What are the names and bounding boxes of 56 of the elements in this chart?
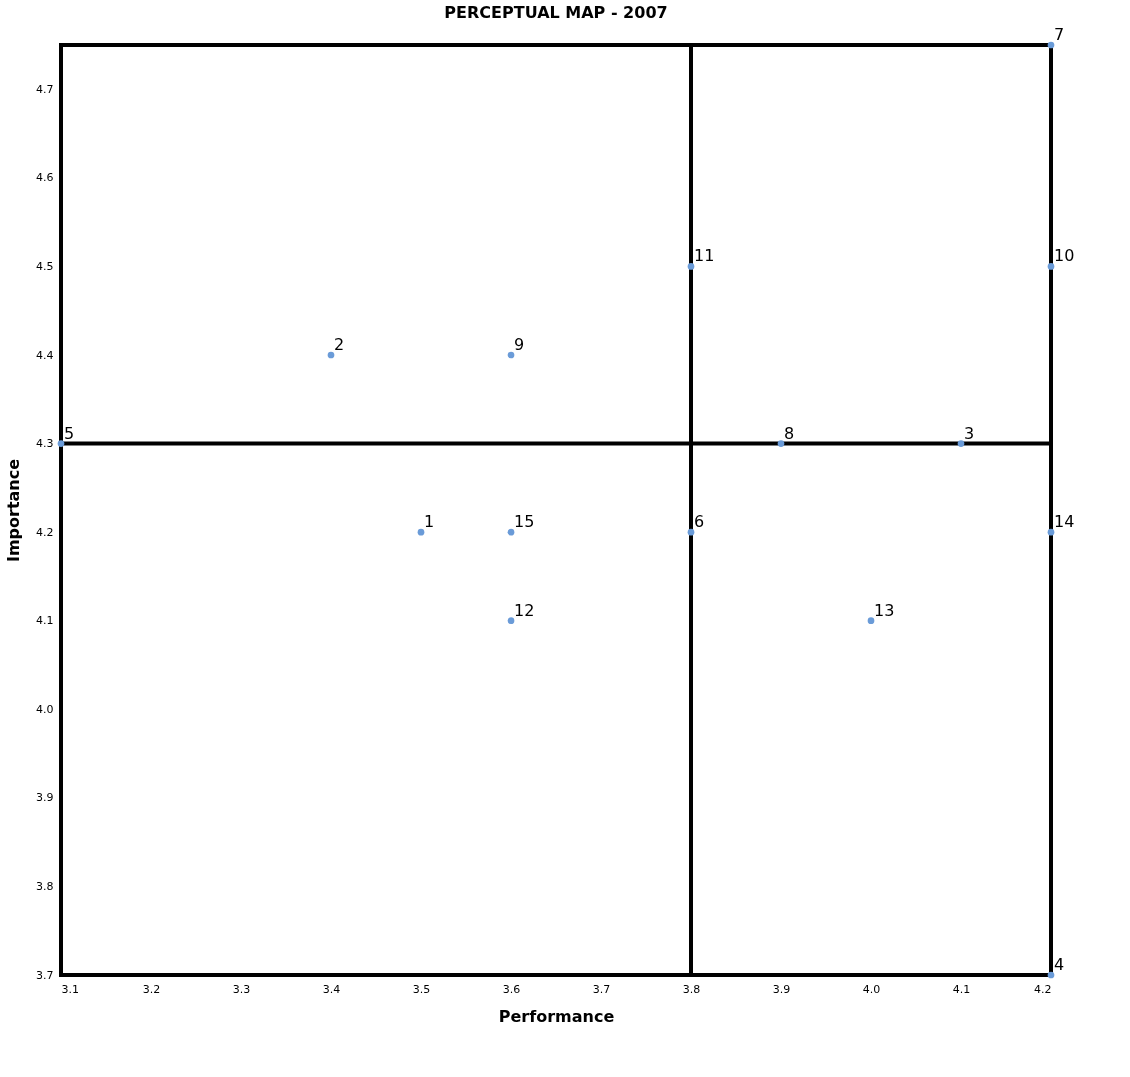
y-tick-label: 4.1: [36, 614, 54, 628]
annotation: 5: [64, 423, 75, 443]
y-tick-label: 4.5: [36, 259, 54, 273]
annotation: 10: [1054, 246, 1075, 266]
point: [1047, 41, 1055, 49]
x-axis-title: Performance: [498, 1006, 615, 1026]
annotation: 14: [1054, 512, 1075, 532]
point: [867, 617, 875, 625]
x-tick-label: 3.6: [502, 982, 521, 996]
y-tick-label: 4.4: [36, 348, 54, 362]
point: [1047, 263, 1055, 270]
x-tick-label: 4.1: [952, 982, 971, 996]
point: [57, 440, 65, 447]
annotation: 12: [514, 600, 535, 620]
point: [327, 351, 335, 359]
annotation: 4: [1054, 955, 1065, 974]
point: [507, 528, 515, 536]
x-tick-label: 3.7: [592, 982, 611, 996]
annotation: 11: [694, 246, 715, 266]
y-tick-label: 4.7: [36, 82, 54, 96]
point: [1047, 528, 1055, 536]
y-tick-label: 3.8: [36, 879, 54, 893]
chart-title: PERCEPTUAL MAP - 2007: [444, 3, 668, 22]
point: [1047, 971, 1055, 979]
x-tick-label: 4.2: [1034, 982, 1052, 996]
annotation: 7: [1054, 25, 1065, 44]
point: [417, 528, 425, 536]
annotation: 1: [424, 512, 435, 532]
point: [507, 351, 515, 359]
point: [687, 263, 695, 270]
annotation: 6: [694, 512, 705, 532]
y-tick-label: 4.2: [36, 525, 54, 539]
y-tick-label: 3.9: [36, 791, 54, 805]
x-tick-label: 3.1: [61, 982, 79, 996]
annotation: 13: [874, 600, 895, 620]
y-tick-label: 4.0: [36, 702, 54, 716]
y-tick-label: 4.3: [36, 437, 54, 451]
x-tick-label: 3.5: [412, 982, 431, 996]
annotation: 15: [514, 512, 535, 532]
y-axis-title: Importance: [4, 458, 24, 563]
x-tick-label: 3.9: [772, 982, 791, 996]
y-tick-label: 4.6: [36, 171, 54, 185]
point: [687, 528, 695, 536]
x-tick-label: 3.2: [142, 982, 161, 996]
point: [957, 440, 965, 447]
x-tick-label: 3.3: [232, 982, 251, 996]
x-tick-label: 3.8: [682, 982, 701, 996]
annotation: 9: [514, 335, 525, 354]
annotation: 8: [784, 423, 795, 443]
annotation: 3: [964, 423, 975, 443]
x-tick-label: 4.0: [862, 982, 881, 996]
annotation: 2: [334, 335, 345, 354]
x-tick-label: 3.4: [322, 982, 341, 996]
point: [777, 440, 785, 447]
point: [507, 617, 515, 625]
y-tick-label: 3.7: [36, 968, 54, 982]
